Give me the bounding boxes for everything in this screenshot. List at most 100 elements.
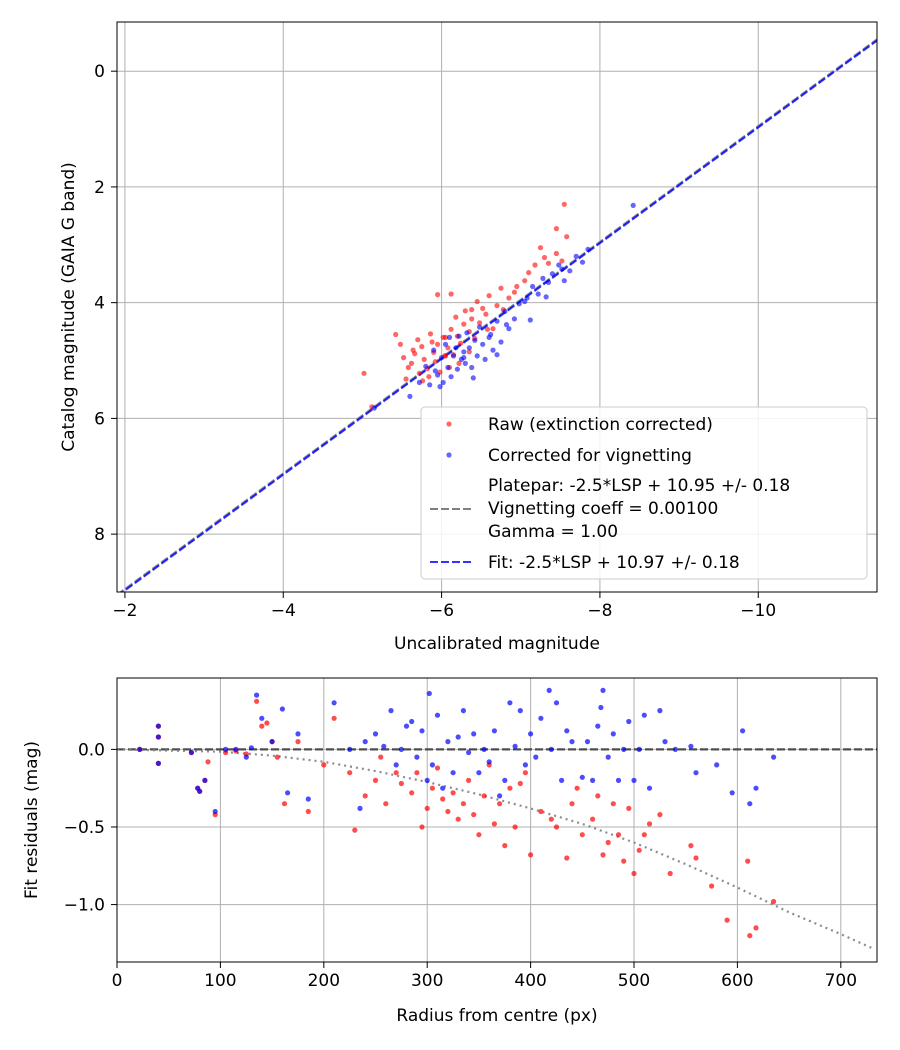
y-tick-label: 0.0: [78, 740, 105, 760]
data-point: [667, 870, 673, 877]
data-point: [372, 777, 379, 784]
data-point: [548, 816, 554, 822]
data-point: [688, 843, 694, 849]
data-point: [155, 760, 161, 767]
data-point: [331, 700, 337, 706]
data-point: [771, 898, 777, 905]
data-point: [569, 739, 575, 745]
data-point: [480, 305, 486, 311]
data-point: [393, 770, 399, 776]
legend-fit-label: Fit: -2.5*LSP + 10.97 +/- 0.18: [488, 553, 740, 573]
data-point: [460, 708, 466, 714]
top-plot: −2 −4 −6 −8 −10 0 2 4 6 8 Uncalibrated magnitude…: [59, 21, 878, 654]
data-point: [605, 754, 611, 760]
data-point: [248, 745, 254, 751]
data-point: [514, 283, 520, 290]
data-point: [657, 812, 663, 818]
data-point: [405, 364, 411, 371]
data-point: [545, 260, 552, 266]
data-point: [503, 322, 510, 328]
data-point: [556, 262, 562, 268]
data-point: [442, 334, 449, 340]
data-point: [202, 777, 208, 784]
series-line: [120, 39, 877, 592]
data-point: [610, 801, 616, 807]
data-point: [429, 762, 435, 768]
data-point: [491, 821, 497, 827]
legend-corrected-marker: [446, 452, 452, 458]
data-point: [516, 301, 522, 307]
data-point: [512, 743, 518, 749]
data-point: [434, 765, 441, 771]
data-point: [419, 728, 425, 734]
data-point: [305, 808, 311, 815]
data-point: [573, 253, 579, 259]
data-point: [600, 852, 606, 858]
data-point: [714, 762, 720, 768]
y-tick-label: 8: [94, 525, 105, 545]
legend-box: [420, 406, 868, 580]
bottom-scatter-points: [137, 687, 777, 939]
data-point: [464, 330, 470, 336]
data-point: [636, 847, 642, 853]
data-point: [490, 326, 496, 332]
data-point: [546, 687, 552, 694]
data-point: [502, 777, 508, 784]
bottom-x-axis-label: Radius from centre (px): [396, 1006, 597, 1026]
data-point: [522, 762, 529, 768]
data-point: [530, 283, 536, 290]
top-x-axis-label: Uncalibrated magnitude: [394, 634, 600, 654]
data-point: [559, 266, 565, 272]
data-point: [474, 353, 480, 359]
x-tick-label: 200: [308, 971, 340, 991]
data-point: [474, 298, 480, 305]
data-point: [506, 326, 512, 332]
data-point: [709, 883, 715, 889]
y-tick-label: −0.5: [64, 818, 105, 838]
data-point: [579, 774, 585, 780]
data-point: [347, 770, 353, 776]
data-point: [461, 349, 467, 355]
data-point: [347, 746, 353, 753]
data-point: [486, 293, 492, 299]
data-point: [524, 295, 530, 301]
data-point: [378, 754, 384, 760]
data-point: [538, 715, 544, 721]
data-point: [564, 855, 570, 861]
y-tick-label: −1.0: [64, 896, 105, 916]
data-point: [621, 858, 627, 864]
data-point: [745, 858, 751, 864]
data-point: [610, 731, 616, 737]
data-point: [636, 746, 642, 753]
data-point: [771, 754, 777, 760]
data-point: [584, 739, 591, 745]
data-point: [469, 316, 475, 322]
data-point: [469, 307, 475, 313]
x-tick-label: 400: [514, 971, 546, 991]
data-point: [427, 331, 434, 337]
data-point: [488, 331, 494, 338]
data-point: [372, 731, 379, 737]
x-tick-label: 600: [721, 971, 753, 991]
data-point: [137, 746, 143, 753]
data-point: [532, 262, 538, 268]
data-point: [517, 708, 523, 714]
data-point: [352, 827, 358, 833]
data-point: [453, 314, 459, 320]
data-point: [450, 770, 456, 776]
legend-platepar-label-2: Vignetting coeff = 0.00100: [488, 499, 718, 519]
data-point: [569, 801, 575, 807]
data-point: [595, 793, 601, 799]
data-point: [383, 801, 389, 807]
data-point: [448, 374, 454, 380]
data-point: [662, 739, 668, 745]
top-axes-frame: [116, 21, 878, 593]
data-point: [254, 698, 260, 704]
series-line: [117, 748, 873, 950]
data-point: [426, 690, 432, 697]
data-point: [484, 326, 491, 332]
data-point: [540, 275, 546, 281]
legend-corrected-label: Corrected for vignetting: [488, 446, 692, 466]
data-point: [419, 344, 425, 350]
